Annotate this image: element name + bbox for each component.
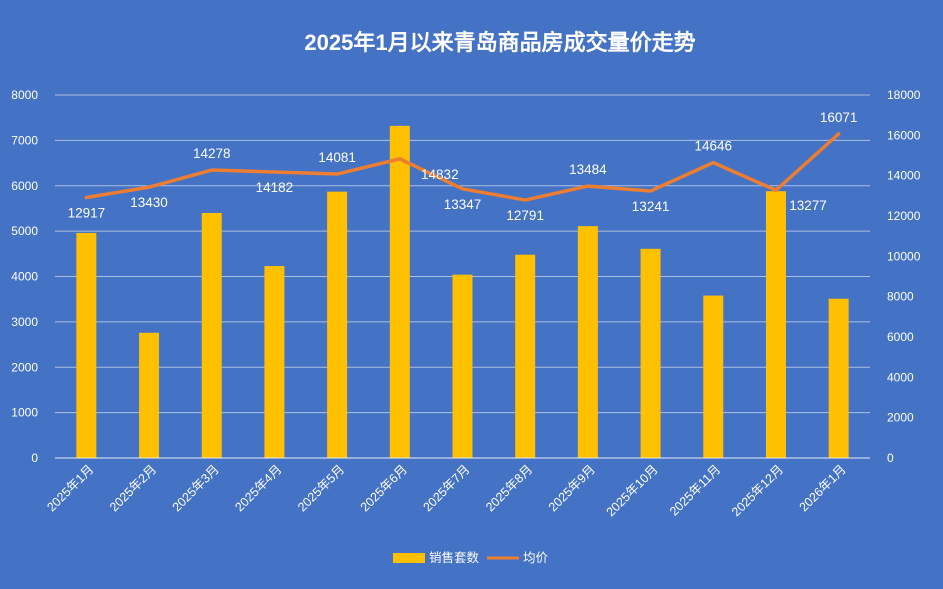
- x-tick-label: 2026年1月: [797, 462, 849, 514]
- x-tick-label: 2025年11月: [667, 462, 723, 518]
- y-left-tick-label: 4000: [11, 270, 38, 284]
- legend: 销售套数 均价: [393, 550, 549, 565]
- x-tick-label: 2025年9月: [546, 462, 598, 514]
- legend-label-sales: 销售套数: [429, 550, 480, 565]
- line-data-label: 12791: [506, 208, 544, 223]
- y-right-tick-label: 8000: [887, 290, 914, 304]
- x-tick-label: 2025年12月: [729, 462, 786, 519]
- bar: [327, 191, 348, 458]
- y-right-tick-label: 0: [887, 451, 894, 465]
- y-left-tick-label: 5000: [11, 224, 38, 238]
- bar-series-sales: [76, 125, 849, 458]
- y-left-tick-label: 3000: [11, 315, 38, 329]
- line-point: [711, 161, 715, 165]
- x-axis: 2025年1月 2025年2月 2025年3月 2025年4月 2025年5月 2025年…: [44, 457, 870, 519]
- line-data-label: 16071: [820, 110, 858, 125]
- y-right-tick-label: 10000: [887, 249, 921, 263]
- bar: [389, 125, 410, 458]
- line-point: [210, 168, 214, 172]
- line-data-label: 12917: [68, 206, 106, 221]
- line-point: [398, 157, 402, 161]
- line-point: [774, 188, 778, 192]
- y-left-tick-label: 0: [31, 451, 38, 465]
- y-axis-left: 0 1000 2000 3000 4000 5000 6000 7000 8000: [11, 88, 38, 465]
- line-point: [586, 184, 590, 188]
- x-tick-label: 2025年5月: [295, 462, 347, 514]
- y-left-tick-label: 1000: [11, 406, 38, 420]
- y-axis-right: 0 2000 4000 6000 8000 10000 12000 14000 16000 180…: [887, 88, 921, 465]
- line-point: [84, 196, 88, 200]
- x-tick-label: 2025年6月: [358, 462, 410, 514]
- line-point: [272, 170, 276, 174]
- bar: [828, 298, 849, 458]
- bar: [452, 274, 473, 458]
- y-right-tick-label: 18000: [887, 88, 921, 102]
- bar: [515, 254, 536, 458]
- y-left-tick-label: 7000: [11, 133, 38, 147]
- x-tick-label: 2025年2月: [107, 462, 159, 514]
- line-data-label: 14832: [421, 167, 459, 182]
- line-data-label: 13484: [569, 162, 607, 177]
- line-point: [461, 187, 464, 191]
- line-data-label: 13347: [444, 197, 482, 212]
- y-left-tick-label: 2000: [11, 360, 38, 374]
- line-point: [523, 198, 527, 202]
- line-data-label: 13430: [130, 195, 168, 210]
- bar: [577, 226, 598, 458]
- line-data-labels: 12917 13430 14278 14182 14081 14832 13347 12791…: [68, 110, 858, 223]
- x-tick-label: 2025年4月: [232, 462, 284, 514]
- line-point: [147, 185, 151, 189]
- line-series-price: [84, 132, 841, 202]
- y-right-tick-label: 14000: [887, 169, 921, 183]
- line-data-label: 13241: [632, 199, 670, 214]
- line-data-label: 14646: [694, 139, 732, 154]
- x-tick-label: 2025年3月: [170, 462, 222, 514]
- y-right-tick-label: 6000: [887, 330, 914, 344]
- bar: [264, 266, 285, 458]
- bar: [76, 232, 97, 458]
- bar: [765, 191, 786, 458]
- line-point: [649, 189, 653, 193]
- bar: [640, 248, 661, 458]
- x-tick-label: 2025年8月: [483, 462, 535, 514]
- chart-title: 2025年1月以来青岛商品房成交量价走势: [304, 30, 695, 55]
- y-left-tick-label: 6000: [11, 179, 38, 193]
- x-tick-label: 2025年7月: [420, 462, 472, 514]
- bar: [201, 212, 222, 458]
- legend-label-price: 均价: [523, 551, 549, 565]
- x-tick-label: 2025年1月: [44, 462, 96, 514]
- y-right-tick-label: 2000: [887, 411, 914, 425]
- line-point: [335, 172, 339, 176]
- line-data-label: 14081: [318, 150, 356, 165]
- bar: [703, 295, 724, 458]
- legend-swatch-sales: [393, 553, 425, 563]
- line-point: [837, 132, 841, 136]
- bar: [139, 332, 160, 458]
- line-data-label: 13277: [789, 198, 827, 213]
- y-right-tick-label: 12000: [887, 209, 921, 223]
- y-left-tick-label: 8000: [11, 88, 38, 102]
- line-data-label: 14182: [256, 180, 294, 195]
- x-tick-label: 2025年10月: [604, 462, 661, 519]
- y-right-tick-label: 16000: [887, 128, 921, 142]
- y-right-tick-label: 4000: [887, 370, 914, 384]
- line-data-label: 14278: [193, 146, 231, 161]
